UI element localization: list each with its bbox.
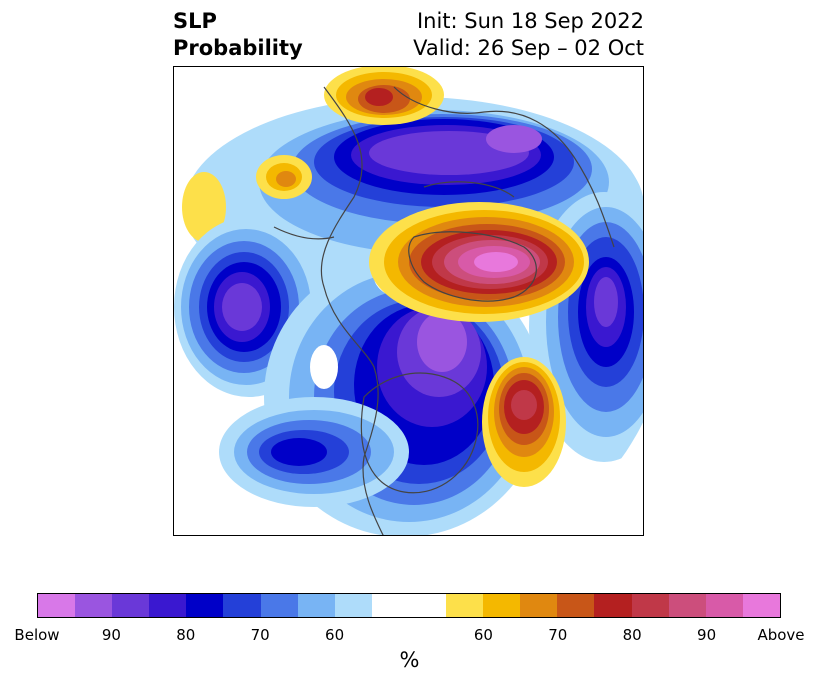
colorbar [37, 593, 781, 618]
colorbar-tick-label: Above [757, 626, 805, 644]
colorbar-segment [557, 594, 595, 617]
below-anomaly-north-atlantic [174, 217, 324, 397]
colorbar-segment [297, 594, 335, 617]
above-anomaly-gulf-of-alaska [482, 357, 566, 487]
colorbar-tick-label: 80 [176, 626, 196, 644]
colorbar-segment [483, 594, 521, 617]
colorbar-segment [371, 594, 409, 617]
above-anomaly-east-siberia [369, 202, 589, 322]
colorbar-tick-label: Below [14, 626, 60, 644]
probability-fill-layer [174, 67, 643, 535]
colorbar-segment [705, 594, 743, 617]
colorbar-tick-label: 90 [101, 626, 121, 644]
colorbar-segment [334, 594, 372, 617]
title-quantity: Probability [173, 36, 303, 60]
colorbar-segment [38, 594, 76, 617]
colorbar-segment [742, 594, 780, 617]
colorbar-unit-label: % [399, 648, 420, 672]
title-variable: SLP [173, 9, 217, 33]
colorbar-segment [75, 594, 113, 617]
colorbar-tick-label: 90 [697, 626, 717, 644]
colorbar-segment [520, 594, 558, 617]
colorbar-segment [260, 594, 298, 617]
colorbar-tick-labels: Below 90 80 70 60 60 70 80 90 Above [14, 626, 804, 646]
above-anomaly-scandinavia [324, 67, 444, 125]
map-canvas [174, 67, 643, 535]
below-anomaly-north-pacific [219, 397, 409, 507]
colorbar-segment [446, 594, 484, 617]
colorbar-tick-label: 70 [250, 626, 270, 644]
valid-period-label: Valid: 26 Sep – 02 Oct [413, 36, 644, 60]
colorbar-segment [631, 594, 669, 617]
colorbar-segment [149, 594, 187, 617]
colorbar-segment [112, 594, 150, 617]
colorbar-segment [186, 594, 224, 617]
chart-title-right: Init: Sun 18 Sep 2022 Valid: 26 Sep – 02… [413, 8, 644, 62]
colorbar-segment [594, 594, 632, 617]
colorbar-segment [668, 594, 706, 617]
chart-title-left: SLP Probability [173, 8, 303, 62]
colorbar-segment [223, 594, 261, 617]
above-anomaly-mediterranean [182, 155, 312, 242]
colorbar-tick-label: 60 [325, 626, 345, 644]
probability-map [173, 66, 644, 536]
init-date-label: Init: Sun 18 Sep 2022 [416, 9, 644, 33]
colorbar-tick-label: 80 [622, 626, 642, 644]
colorbar-tick-label: 70 [548, 626, 568, 644]
coastlines [273, 86, 615, 535]
colorbar-segment [408, 594, 447, 617]
colorbar-tick-label: 60 [473, 626, 493, 644]
